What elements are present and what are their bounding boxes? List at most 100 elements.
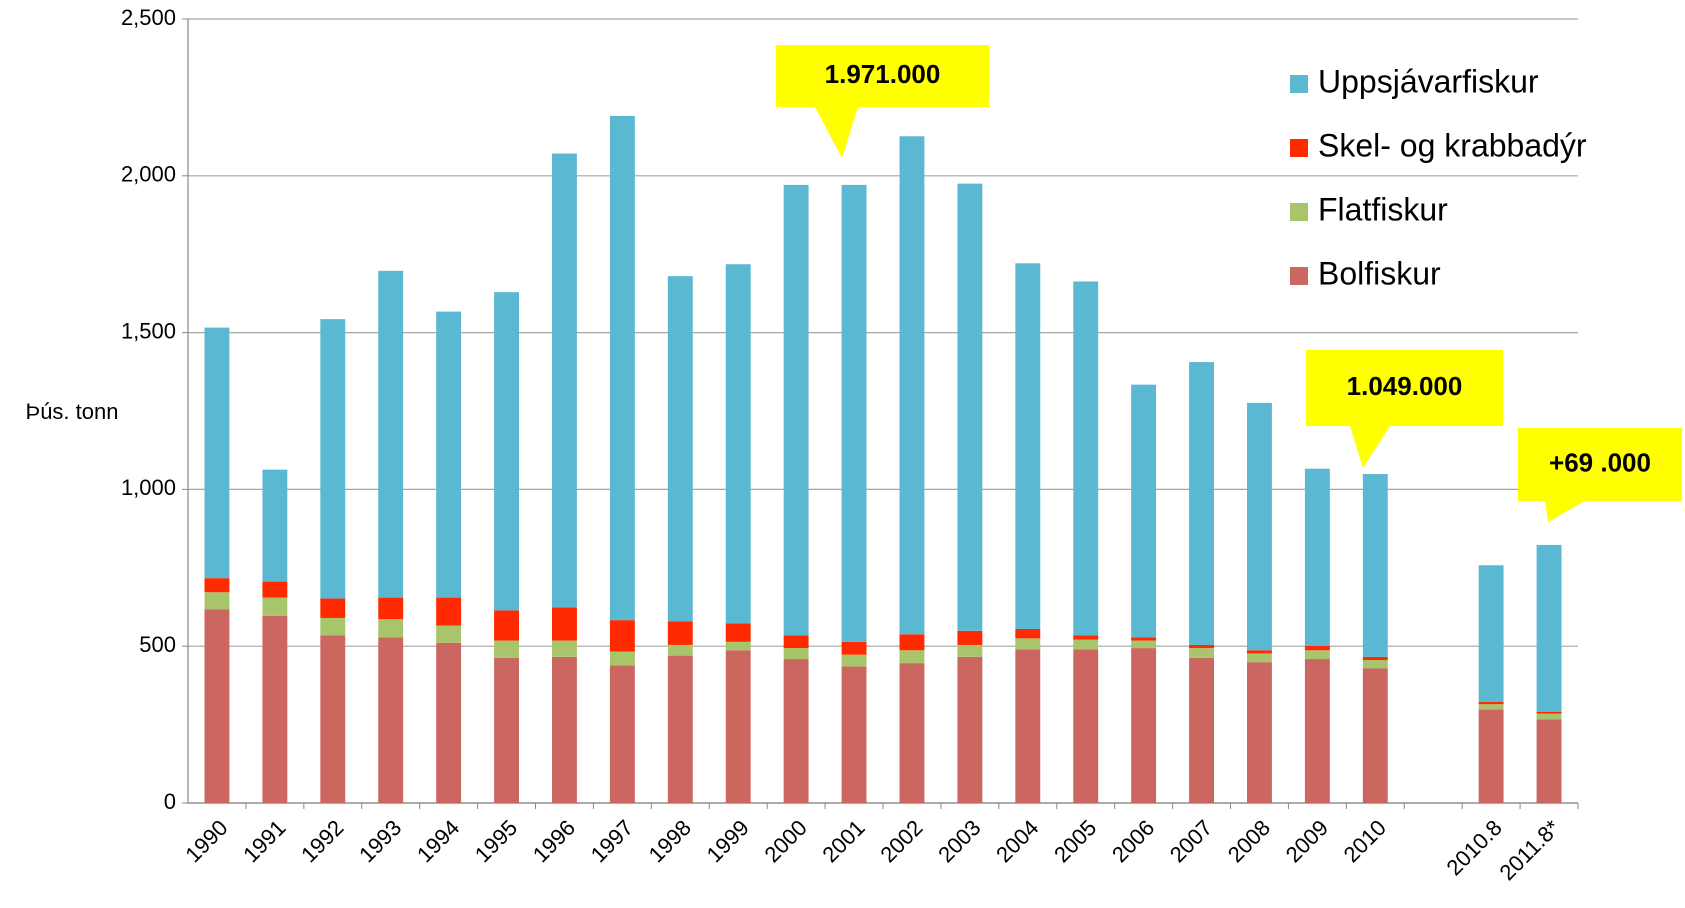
callout-text: 1.971.000 (825, 59, 941, 89)
bar-segment (1015, 263, 1041, 629)
callout-text: +69 .000 (1549, 447, 1651, 477)
x-tick-label: 1991 (238, 815, 290, 867)
bar-segment (1073, 649, 1099, 803)
y-axis-label: Þús. tonn (26, 399, 119, 424)
bar-segment (667, 644, 693, 656)
bar-segment (1247, 402, 1272, 651)
bar-segment (436, 597, 462, 626)
bar-segment (552, 153, 577, 608)
bar-segment (609, 620, 635, 652)
bar-segment (957, 183, 983, 631)
bar-segment (262, 615, 288, 803)
bar-segment (1304, 650, 1330, 660)
bar-segment (552, 607, 577, 641)
x-tick-label: 2000 (759, 815, 811, 867)
bar-segment (1131, 640, 1157, 649)
bar-segment (1247, 650, 1272, 654)
x-tick-label: 1992 (296, 815, 348, 867)
x-tick-label: 1997 (586, 815, 638, 867)
bar-segment (436, 642, 462, 803)
legend-label: Bolfiskur (1318, 255, 1441, 291)
bar-segment (609, 115, 635, 621)
bar-segment (494, 657, 519, 803)
x-tick-label: 2004 (991, 815, 1043, 867)
y-tick-label: 2,000 (121, 162, 176, 187)
bar-segment (609, 665, 635, 803)
bar-segment (1304, 645, 1330, 651)
legend-swatch (1290, 139, 1308, 157)
bar-segment (1536, 544, 1562, 712)
bar-segment (204, 578, 230, 593)
y-tick-label: 500 (139, 632, 176, 657)
bar-segment (262, 597, 288, 616)
bar-segment (725, 641, 751, 651)
bar-segment (1304, 468, 1330, 646)
bar-segment (1304, 659, 1330, 803)
bar-segment (204, 592, 230, 610)
bar-segment (899, 650, 925, 664)
bar-segment (841, 641, 867, 655)
bar-segment (783, 184, 809, 636)
bar-segment (494, 610, 519, 641)
bar-segment (1189, 657, 1214, 803)
callout-text: 1.049.000 (1347, 371, 1463, 401)
bar-segment (1073, 635, 1099, 640)
y-tick-label: 2,500 (121, 5, 176, 30)
x-tick-label: 1994 (412, 815, 464, 867)
bar-segment (1189, 644, 1214, 649)
callout: 1.971.000 (776, 45, 989, 158)
bar-segment (1015, 628, 1041, 639)
legend-label: Uppsjávarfiskur (1318, 63, 1539, 99)
bar-segment (378, 597, 404, 620)
bar-segment (1247, 653, 1272, 663)
bar-segment (1189, 362, 1214, 645)
bar-segment (378, 619, 404, 638)
bar-segment (1247, 662, 1272, 803)
bar-segment (378, 270, 404, 598)
bar-segment (1536, 719, 1562, 803)
bar-segment (1015, 638, 1041, 650)
bar-segment (494, 640, 519, 658)
bar-segment (1362, 656, 1388, 660)
bar-segment (841, 184, 867, 642)
bar-segment (725, 264, 751, 624)
bar-segment (320, 598, 346, 618)
x-tick-label: 2002 (875, 815, 927, 867)
bar-segment (899, 136, 925, 635)
bar-segment (841, 666, 867, 803)
legend-swatch (1290, 75, 1308, 93)
bar-segment (1131, 648, 1157, 803)
bar-segment (262, 469, 288, 582)
bar-segment (1131, 384, 1157, 638)
bar-segment (1131, 637, 1157, 641)
callout-box (776, 45, 989, 158)
y-tick-label: 1,500 (121, 318, 176, 343)
bar-segment (667, 276, 693, 622)
legend-label: Flatfiskur (1318, 191, 1448, 227)
x-tick-label: 2009 (1281, 815, 1333, 867)
x-tick-label: 1996 (528, 815, 580, 867)
legend-swatch (1290, 267, 1308, 285)
callout: +69 .000 (1518, 428, 1682, 522)
legend-swatch (1290, 203, 1308, 221)
y-tick-label: 1,000 (121, 475, 176, 500)
bar-segment (899, 663, 925, 803)
bar-segment (436, 625, 462, 643)
x-tick-label: 1993 (354, 815, 406, 867)
bar-segment (1478, 565, 1504, 703)
x-tick-label: 2008 (1223, 815, 1275, 867)
bar-segment (725, 623, 751, 642)
bar-segment (1362, 668, 1388, 803)
bar-segment (320, 617, 346, 636)
callout-box (1306, 350, 1503, 468)
bar-segment (1073, 639, 1099, 650)
bar-segment (667, 655, 693, 803)
y-tick-label: 0 (164, 789, 176, 814)
x-tick-label: 2006 (1107, 815, 1159, 867)
bar-segment (552, 640, 577, 657)
bar-segment (1478, 702, 1504, 705)
bar-segment (899, 634, 925, 651)
bar-segment (320, 319, 346, 599)
bar-segment (957, 644, 983, 657)
